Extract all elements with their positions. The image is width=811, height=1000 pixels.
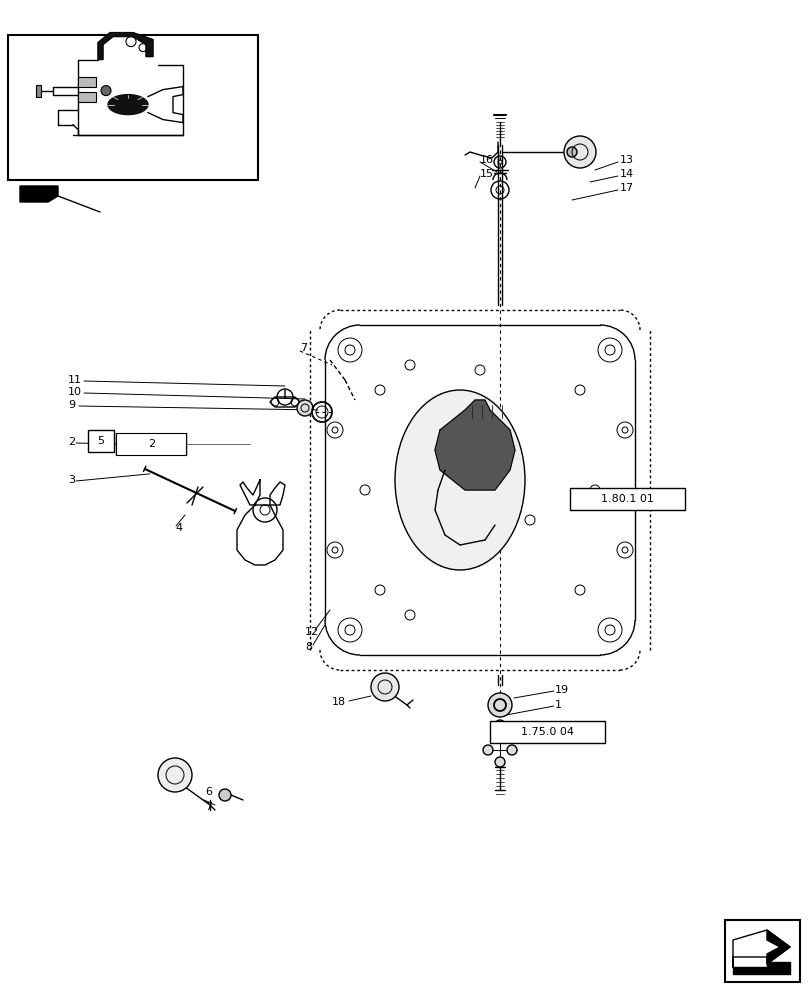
Circle shape — [219, 789, 230, 801]
Bar — [88, 430, 114, 452]
Text: 11: 11 — [68, 375, 82, 385]
Bar — [116, 433, 186, 455]
Bar — [724, 920, 799, 982]
Circle shape — [487, 693, 512, 717]
Text: 1: 1 — [554, 700, 561, 710]
Polygon shape — [20, 186, 58, 202]
Text: 5: 5 — [97, 436, 105, 446]
Polygon shape — [98, 33, 152, 60]
Text: 1.80.1 01: 1.80.1 01 — [600, 494, 653, 504]
Text: 3: 3 — [68, 475, 75, 485]
Circle shape — [483, 745, 492, 755]
Text: 2: 2 — [148, 439, 156, 449]
Circle shape — [297, 400, 312, 416]
Text: 2: 2 — [68, 437, 75, 447]
Text: 8: 8 — [305, 642, 311, 652]
Text: 17: 17 — [620, 183, 633, 193]
Text: 12: 12 — [305, 627, 319, 637]
Circle shape — [101, 86, 111, 96]
Polygon shape — [732, 962, 789, 974]
Text: 7: 7 — [204, 802, 212, 812]
Polygon shape — [732, 930, 789, 967]
Circle shape — [495, 720, 504, 730]
Circle shape — [371, 673, 398, 701]
Circle shape — [158, 758, 191, 792]
Bar — [78, 92, 96, 102]
Bar — [36, 85, 41, 97]
Circle shape — [495, 733, 504, 743]
Circle shape — [506, 745, 517, 755]
Bar — [8, 35, 258, 180]
Text: 6: 6 — [204, 787, 212, 797]
Circle shape — [495, 757, 504, 767]
Bar — [78, 77, 96, 87]
Text: 15: 15 — [479, 169, 493, 179]
Circle shape — [564, 136, 595, 168]
Text: 7: 7 — [299, 343, 307, 353]
Text: 10: 10 — [68, 387, 82, 397]
Polygon shape — [766, 930, 789, 964]
Text: 1.75.0 04: 1.75.0 04 — [521, 727, 573, 737]
Bar — [489, 721, 604, 743]
Ellipse shape — [394, 390, 525, 570]
Text: 14: 14 — [620, 169, 633, 179]
Circle shape — [566, 147, 577, 157]
Text: 9: 9 — [68, 400, 75, 410]
Text: 18: 18 — [332, 697, 345, 707]
Text: 16: 16 — [479, 155, 493, 165]
Text: 19: 19 — [554, 685, 569, 695]
Bar — [569, 488, 684, 510]
Text: 4: 4 — [175, 523, 182, 533]
Polygon shape — [435, 400, 514, 490]
Polygon shape — [108, 95, 148, 115]
Text: 13: 13 — [620, 155, 633, 165]
